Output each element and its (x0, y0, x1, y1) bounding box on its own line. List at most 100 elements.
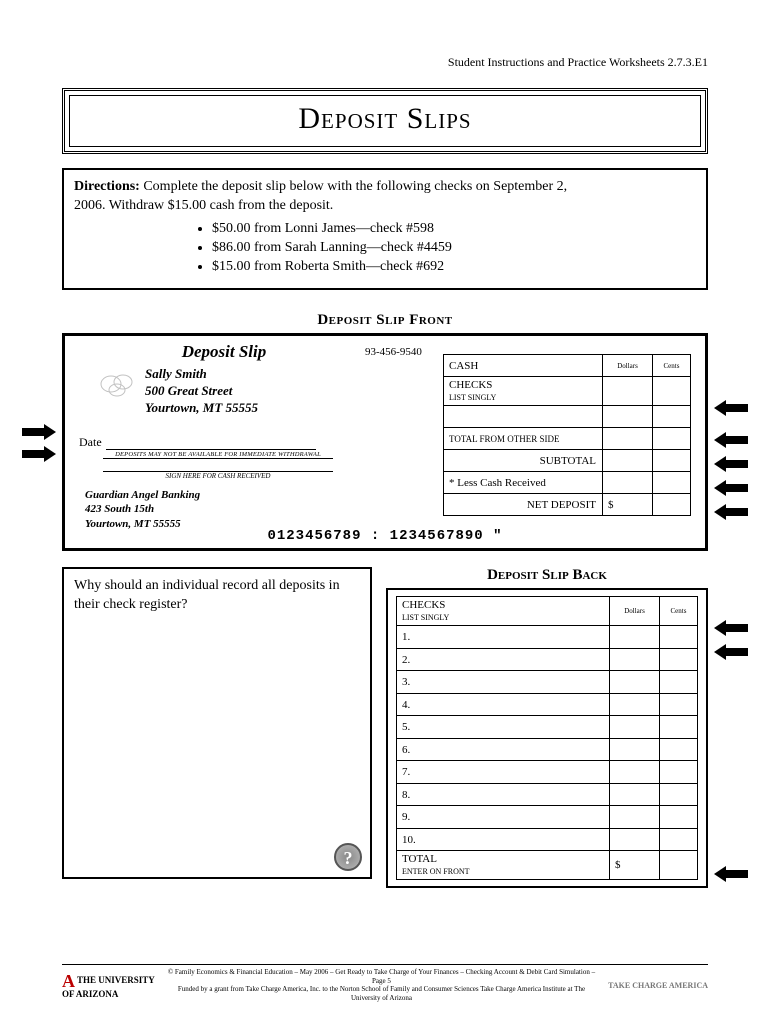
row-less-cash: * Less Cash Received (444, 472, 603, 494)
direction-item: $86.00 from Sarah Lanning—check #4459 (212, 239, 696, 258)
directions-text-a: Complete the deposit slip below with the… (143, 179, 567, 194)
cell-input[interactable] (660, 671, 698, 694)
footer-line1: © Family Economics & Financial Education… (163, 968, 600, 985)
back-row[interactable]: 2. (397, 648, 610, 671)
arrow-icon (714, 481, 748, 495)
back-row[interactable]: 4. (397, 693, 610, 716)
title-frame: Deposit Slips (62, 88, 708, 154)
question-box[interactable]: Why should an individual record all depo… (62, 567, 372, 879)
ua-logo: ATHE UNIVERSITYOF ARIZONA (62, 972, 155, 999)
arrow-icon (22, 447, 56, 461)
cell-input[interactable] (653, 377, 691, 406)
row-total-other: TOTAL FROM OTHER SIDE (444, 428, 603, 450)
cell-input[interactable] (660, 626, 698, 649)
cell-input[interactable] (603, 406, 653, 428)
question-mark-icon: ? (334, 843, 362, 871)
cell-input[interactable] (660, 693, 698, 716)
directions-box: Directions: Complete the deposit slip be… (62, 168, 708, 290)
cell-input[interactable] (603, 377, 653, 406)
back-checks-label: CHECKSLIST SINGLY (397, 597, 610, 626)
row-checks: CHECKSLIST SINGLY (444, 377, 603, 406)
deposit-disclaimer: DEPOSITS MAY NOT BE AVAILABLE FOR IMMEDI… (103, 451, 333, 459)
cell-input[interactable] (653, 428, 691, 450)
cell-dollar-sign: $ (603, 494, 653, 516)
arrow-icon (714, 433, 748, 447)
arrow-icon (714, 457, 748, 471)
direction-item: $50.00 from Lonni James—check #598 (212, 220, 696, 239)
back-row[interactable]: 6. (397, 738, 610, 761)
back-total: TOTALENTER ON FRONT (397, 851, 610, 880)
arrow-icon (714, 867, 748, 881)
date-input-line[interactable] (106, 449, 316, 450)
front-heading: Deposit Slip Front (62, 312, 708, 329)
cell-input[interactable] (603, 472, 653, 494)
cell-input[interactable] (653, 494, 691, 516)
flower-icon (97, 368, 137, 400)
cell-input[interactable] (653, 472, 691, 494)
page-title: Deposit Slips (70, 102, 700, 136)
account-addr1: 500 Great Street (145, 383, 369, 400)
directions-label: Directions: (74, 179, 140, 194)
cell-input[interactable] (610, 828, 660, 851)
arrow-icon (714, 621, 748, 635)
back-heading: Deposit Slip Back (386, 567, 708, 584)
footer-line2: Funded by a grant from Take Charge Ameri… (163, 985, 600, 1002)
account-addr2: Yourtown, MT 55555 (145, 400, 369, 417)
back-row[interactable]: 1. (397, 626, 610, 649)
back-row[interactable]: 3. (397, 671, 610, 694)
arrow-icon (714, 401, 748, 415)
header-code: Student Instructions and Practice Worksh… (62, 55, 708, 70)
routing-number: 0123456789 : 1234567890 " (65, 528, 705, 544)
cell-input[interactable] (610, 693, 660, 716)
cell-input[interactable] (610, 626, 660, 649)
cell-input[interactable] (603, 450, 653, 472)
deposit-slip-front: Deposit Slip Sally Smith 500 Great Stree… (62, 333, 708, 551)
cell-input[interactable] (660, 648, 698, 671)
bank-addr1: 423 South 15th (85, 502, 369, 516)
slip-title: Deposit Slip (79, 342, 369, 362)
row-cash: CASH (444, 355, 603, 377)
back-row[interactable]: 7. (397, 761, 610, 784)
cell-input[interactable] (610, 648, 660, 671)
direction-item: $15.00 from Roberta Smith—check #692 (212, 258, 696, 277)
cell-input[interactable] (660, 851, 698, 880)
page-footer: ATHE UNIVERSITYOF ARIZONA © Family Econo… (62, 964, 708, 1002)
cell-input[interactable] (610, 761, 660, 784)
cell-input[interactable] (660, 738, 698, 761)
cell-input[interactable] (660, 828, 698, 851)
arrow-icon (714, 505, 748, 519)
deposit-slip-back: CHECKSLIST SINGLY Dollars Cents 1. 2. 3.… (386, 588, 708, 888)
col-dollars: Dollars (610, 597, 660, 626)
row-net-deposit: NET DEPOSIT (444, 494, 603, 516)
arrow-icon (714, 645, 748, 659)
back-row[interactable]: 9. (397, 806, 610, 829)
signature-caption: SIGN HERE FOR CASH RECEIVED (103, 472, 333, 480)
cell-input[interactable] (603, 428, 653, 450)
cell-input[interactable] (610, 671, 660, 694)
bank-name: Guardian Angel Banking (85, 488, 369, 502)
cell-input[interactable] (610, 738, 660, 761)
cell-input[interactable] (660, 806, 698, 829)
tca-logo: TAKE CHARGE AMERICA (608, 981, 708, 990)
cell-input[interactable] (660, 783, 698, 806)
row-subtotal: SUBTOTAL (444, 450, 603, 472)
cell-dollar-sign: $ (610, 851, 660, 880)
back-row[interactable]: 8. (397, 783, 610, 806)
cell-input[interactable] (660, 716, 698, 739)
slip-front-table: CASH Dollars Cents CHECKSLIST SINGLY TOT… (443, 354, 691, 516)
col-cents: Cents (660, 597, 698, 626)
cell-input[interactable] (653, 406, 691, 428)
col-cents: Cents (653, 355, 691, 377)
cell-input[interactable] (653, 450, 691, 472)
cell-input[interactable] (610, 716, 660, 739)
slip-code: 93-456-9540 (365, 346, 422, 358)
cell-input[interactable] (610, 806, 660, 829)
back-row[interactable]: 5. (397, 716, 610, 739)
date-label: Date (79, 435, 102, 449)
cell-input[interactable] (660, 761, 698, 784)
back-row[interactable]: 10. (397, 828, 610, 851)
account-name: Sally Smith (145, 366, 369, 383)
cell-input[interactable] (610, 783, 660, 806)
cell-input[interactable] (444, 406, 603, 428)
col-dollars: Dollars (603, 355, 653, 377)
